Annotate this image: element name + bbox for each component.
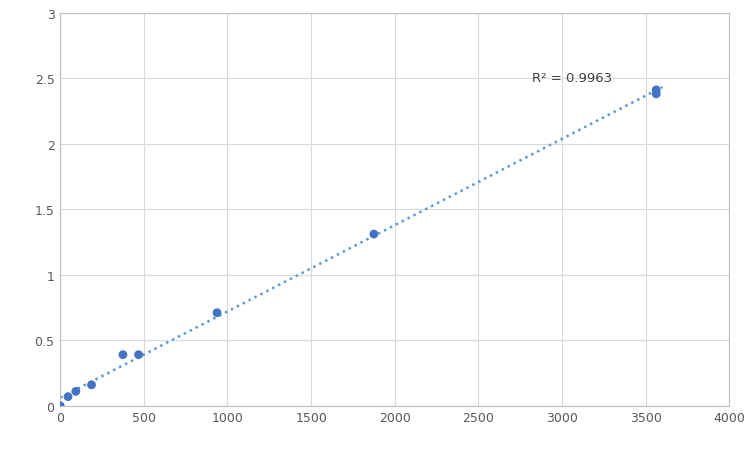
Point <box>70 388 82 395</box>
Point <box>132 351 144 359</box>
Point <box>54 402 66 410</box>
Point <box>62 393 74 400</box>
Point <box>117 351 129 359</box>
Point <box>211 309 223 317</box>
Point <box>86 382 98 389</box>
Point <box>650 91 663 98</box>
Point <box>650 87 663 94</box>
Text: R² = 0.9963: R² = 0.9963 <box>532 72 612 84</box>
Point <box>368 231 380 238</box>
